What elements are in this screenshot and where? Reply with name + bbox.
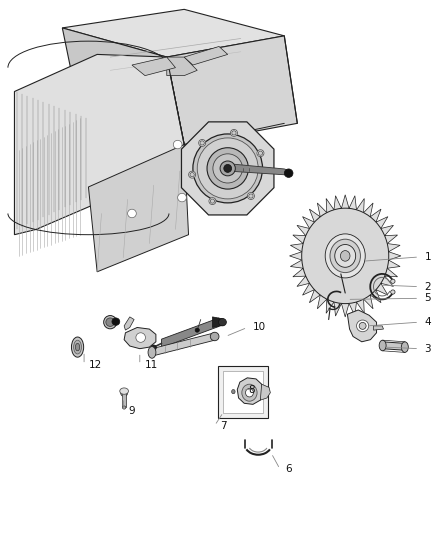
Text: 5: 5: [424, 293, 431, 303]
Ellipse shape: [112, 318, 120, 325]
Ellipse shape: [74, 340, 81, 354]
Ellipse shape: [151, 345, 156, 350]
Ellipse shape: [230, 130, 237, 136]
Text: 7: 7: [220, 421, 226, 431]
Ellipse shape: [220, 161, 235, 176]
Polygon shape: [347, 310, 377, 342]
Polygon shape: [237, 378, 263, 405]
Text: 11: 11: [145, 360, 158, 369]
Polygon shape: [184, 46, 228, 65]
Ellipse shape: [199, 140, 206, 147]
Text: 4: 4: [424, 317, 431, 327]
Ellipse shape: [232, 131, 236, 135]
Ellipse shape: [224, 165, 232, 172]
Ellipse shape: [190, 173, 194, 177]
Ellipse shape: [249, 194, 253, 198]
Ellipse shape: [106, 318, 115, 326]
Polygon shape: [382, 342, 405, 350]
Ellipse shape: [335, 245, 356, 267]
Ellipse shape: [148, 346, 156, 358]
Ellipse shape: [193, 134, 262, 203]
Ellipse shape: [122, 406, 126, 409]
Text: 10: 10: [253, 322, 265, 333]
Polygon shape: [260, 384, 270, 400]
Ellipse shape: [247, 192, 254, 199]
Ellipse shape: [210, 199, 215, 203]
Polygon shape: [226, 161, 291, 175]
Ellipse shape: [200, 141, 205, 145]
Polygon shape: [374, 326, 384, 330]
Ellipse shape: [258, 151, 263, 155]
Ellipse shape: [246, 389, 253, 397]
Text: 6: 6: [285, 464, 292, 474]
Ellipse shape: [284, 169, 293, 177]
Ellipse shape: [302, 208, 389, 304]
Ellipse shape: [189, 171, 196, 178]
Polygon shape: [290, 195, 401, 317]
Ellipse shape: [173, 140, 182, 149]
Ellipse shape: [209, 198, 216, 205]
Bar: [223, 372, 263, 413]
Polygon shape: [62, 28, 184, 144]
Ellipse shape: [210, 332, 219, 341]
Ellipse shape: [257, 150, 264, 157]
Ellipse shape: [340, 251, 350, 261]
Ellipse shape: [357, 320, 369, 332]
Ellipse shape: [213, 154, 243, 183]
Polygon shape: [124, 327, 156, 349]
Ellipse shape: [104, 316, 117, 329]
Polygon shape: [167, 57, 197, 76]
Ellipse shape: [120, 388, 128, 394]
Ellipse shape: [195, 328, 199, 332]
Ellipse shape: [71, 337, 84, 357]
Ellipse shape: [325, 234, 365, 278]
Ellipse shape: [127, 209, 136, 217]
Ellipse shape: [242, 384, 257, 401]
Ellipse shape: [401, 342, 408, 352]
Polygon shape: [162, 318, 219, 348]
Ellipse shape: [359, 322, 366, 329]
Ellipse shape: [219, 318, 226, 326]
Polygon shape: [122, 393, 126, 407]
Polygon shape: [14, 54, 184, 235]
Text: 8: 8: [248, 384, 255, 394]
Bar: [218, 366, 268, 418]
Ellipse shape: [178, 193, 186, 202]
Polygon shape: [124, 317, 134, 330]
Ellipse shape: [207, 148, 248, 189]
Polygon shape: [132, 57, 176, 76]
Polygon shape: [167, 36, 297, 144]
Text: 1: 1: [424, 252, 431, 262]
Text: 12: 12: [89, 360, 102, 369]
Text: 9: 9: [128, 406, 135, 416]
Ellipse shape: [136, 333, 145, 342]
Ellipse shape: [120, 389, 127, 397]
Polygon shape: [152, 333, 215, 356]
Ellipse shape: [75, 343, 80, 351]
Polygon shape: [62, 10, 284, 57]
Text: 2: 2: [424, 281, 431, 292]
Ellipse shape: [232, 390, 235, 394]
Polygon shape: [181, 122, 274, 215]
Ellipse shape: [391, 290, 395, 294]
Text: 3: 3: [424, 344, 431, 354]
Ellipse shape: [330, 239, 360, 272]
Polygon shape: [88, 144, 188, 272]
Ellipse shape: [379, 340, 386, 351]
Ellipse shape: [197, 138, 258, 199]
Polygon shape: [212, 317, 223, 327]
Ellipse shape: [391, 279, 395, 284]
